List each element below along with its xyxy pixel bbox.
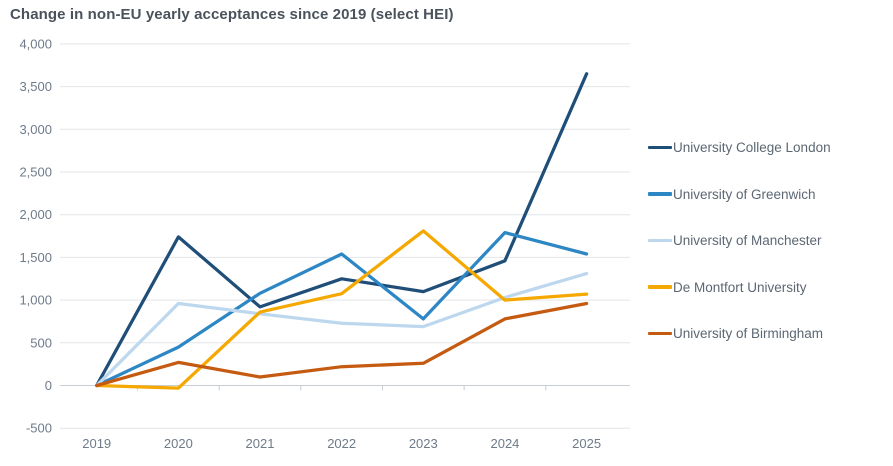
legend-label: University College London — [673, 140, 831, 155]
chart-legend: University College London University of G… — [648, 138, 888, 371]
legend-label: De Montfort University — [673, 279, 807, 295]
x-axis-label: 2023 — [409, 436, 438, 451]
legend-label: University of Birmingham — [673, 326, 824, 341]
y-axis-label: 4,000 — [19, 36, 52, 51]
x-axis-label: 2019 — [82, 436, 111, 451]
chart-title: Change in non-EU yearly acceptances sinc… — [10, 6, 454, 23]
y-axis-label: 500 — [30, 335, 52, 350]
legend-item: University College London — [648, 138, 888, 157]
series-line-university-of-manchester — [95, 271, 589, 388]
legend-item: De Montfort University — [648, 278, 888, 297]
x-axis-label: 2022 — [327, 436, 356, 451]
x-axis-label: 2020 — [164, 436, 193, 451]
legend-swatch — [648, 192, 672, 196]
legend-item: University of Manchester — [648, 231, 888, 250]
y-axis-label: 3,000 — [19, 122, 52, 137]
legend-swatch — [648, 285, 672, 289]
series-line-university-of-birmingham — [95, 301, 589, 388]
series-line-university-college-london — [95, 72, 589, 388]
y-axis-label: -500 — [26, 421, 52, 436]
series-line-university-of-greenwich — [95, 230, 589, 388]
x-axis-label: 2025 — [572, 436, 601, 451]
legend-label: University of Manchester — [673, 233, 822, 248]
legend-swatch — [648, 145, 672, 150]
legend-swatch — [648, 331, 672, 336]
legend-item: University of Birmingham — [648, 324, 888, 343]
y-axis-label: 2,000 — [19, 207, 52, 222]
x-axis-label: 2021 — [246, 436, 275, 451]
series-line-de-montfort-university — [95, 229, 589, 390]
x-axis-label: 2024 — [490, 436, 519, 451]
legend-item: University of Greenwich — [648, 185, 888, 204]
y-axis-label: 1,000 — [19, 293, 52, 308]
y-axis-label: 3,500 — [19, 79, 52, 94]
y-axis-label: 1,500 — [19, 250, 52, 265]
legend-swatch — [648, 238, 672, 243]
y-axis-label: 0 — [45, 378, 52, 393]
legend-label: University of Greenwich — [673, 186, 816, 202]
y-axis-label: 2,500 — [19, 165, 52, 180]
